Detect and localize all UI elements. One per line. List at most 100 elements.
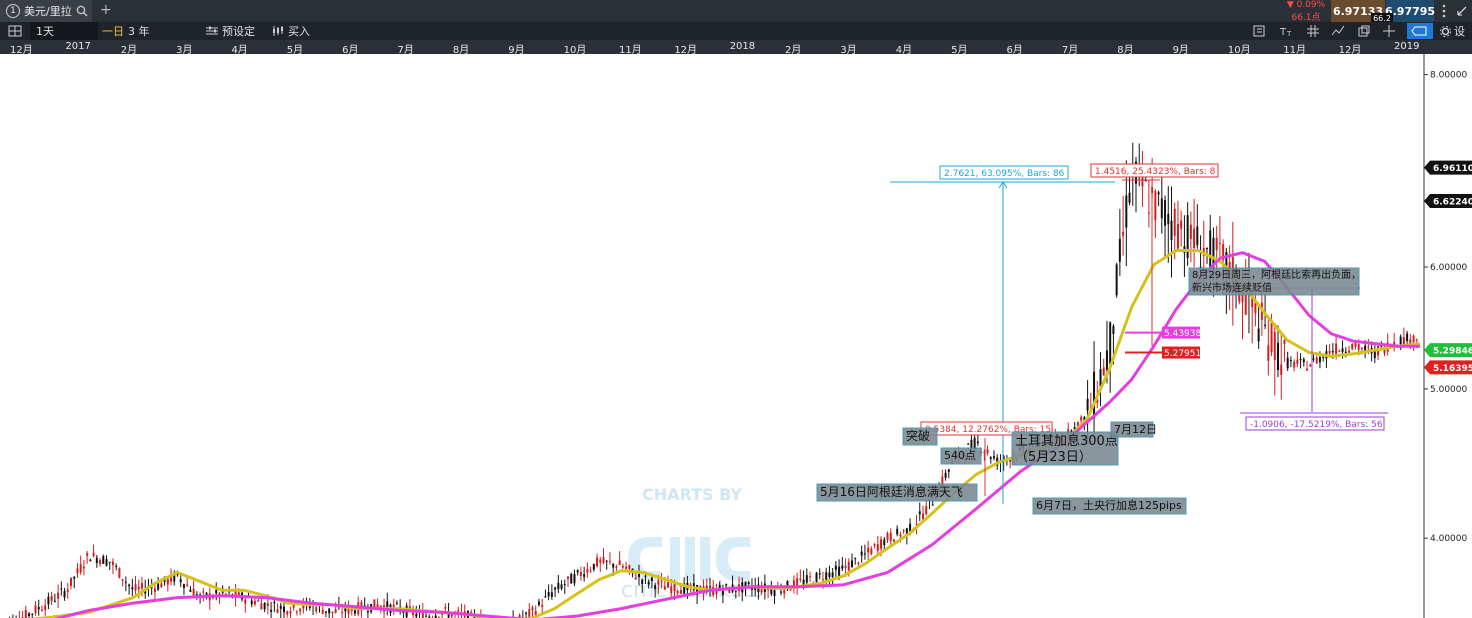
candle-body <box>237 592 240 598</box>
candle-body <box>899 534 902 537</box>
candle-body <box>324 611 327 613</box>
candle-body <box>1189 224 1192 240</box>
y-tick-label: 5.00000 <box>1430 385 1467 395</box>
candle-body <box>1328 350 1331 354</box>
candle-body <box>783 589 786 594</box>
candle-body <box>828 572 831 578</box>
x-tick-label: 12月 <box>10 45 33 56</box>
add-tab-button[interactable]: + <box>100 2 112 18</box>
candle-body <box>818 573 821 575</box>
candle-body <box>644 575 647 577</box>
candle-body <box>212 597 214 599</box>
candle-body <box>1286 357 1289 369</box>
candle-body <box>1141 175 1144 187</box>
price-label-box <box>1424 160 1472 175</box>
candle-body <box>1147 212 1150 214</box>
callout-aug29-box <box>1188 267 1360 296</box>
candle-body <box>447 611 450 618</box>
level-tag-box <box>1162 346 1200 359</box>
search-icon[interactable] <box>76 5 88 17</box>
candle-body <box>1267 345 1270 361</box>
price-chart[interactable]: CHARTS BY cmc markets 2.7621, 63.095%, B… <box>0 54 1472 618</box>
callout-breakout-box <box>902 427 938 446</box>
candle-body <box>1338 350 1341 352</box>
x-tick-label: 6月 <box>1006 45 1023 56</box>
more-icon[interactable] <box>1437 3 1451 19</box>
change-points: 66.1点 <box>1291 12 1321 23</box>
candle-body <box>673 581 676 592</box>
candle-body <box>1299 358 1302 360</box>
candle-body <box>821 579 824 581</box>
x-tick-label: 6月 <box>342 45 359 56</box>
crosshair-icon[interactable] <box>1383 25 1395 37</box>
callout-breakout-text: 突破 <box>906 428 930 443</box>
windows-icon[interactable] <box>1358 25 1370 37</box>
buy-button[interactable]: 买入 <box>272 22 310 40</box>
candle-body <box>215 589 218 594</box>
grid-icon[interactable] <box>1307 25 1319 37</box>
candle-body <box>1218 242 1221 244</box>
candle-body <box>570 573 573 584</box>
candle-body <box>115 565 118 567</box>
candle-body <box>373 599 376 608</box>
preset-button[interactable]: 预设定 <box>206 22 255 40</box>
draw-tool-button[interactable] <box>1407 23 1433 39</box>
candle-body <box>276 609 279 613</box>
panel-icon[interactable] <box>1253 25 1265 37</box>
candle-body <box>53 600 56 602</box>
range-select[interactable]: 3 年 <box>128 22 150 40</box>
candle-body <box>605 560 608 562</box>
candle-body <box>1164 200 1167 226</box>
candle-body <box>315 606 318 612</box>
candle-body <box>780 591 782 593</box>
interval-short[interactable]: 一日 <box>102 22 124 40</box>
collapse-icon[interactable] <box>1455 4 1469 18</box>
candle-body <box>73 576 76 579</box>
y-tick-label: 6.00000 <box>1430 263 1467 273</box>
callout-540-box <box>940 447 982 465</box>
layout-icon[interactable] <box>8 25 22 37</box>
candle-body <box>1415 339 1418 341</box>
candle-body <box>1399 336 1402 345</box>
sliders-icon <box>206 26 218 35</box>
candle-body <box>137 586 140 590</box>
candle-body <box>663 586 666 590</box>
candle-body <box>563 583 566 585</box>
candle-body <box>179 579 182 583</box>
window-title-bar: 1 美元/里拉 + ▼ 0.09% 66.1点 6.97133 6.97795 … <box>0 0 1472 23</box>
candle-body <box>925 506 928 515</box>
settings-button[interactable]: 设 <box>1440 22 1465 40</box>
candle-body <box>70 577 72 586</box>
time-axis: 12月 2017 2月 3月 4月 5月 6月 7月 8月 9月 10月 11月 12月 2018 2月 3月… <box>0 40 1472 56</box>
candle-body <box>224 593 227 595</box>
candle-body <box>583 574 586 577</box>
candle-body <box>650 577 653 581</box>
indicator-icon[interactable] <box>1332 25 1344 37</box>
candle-body <box>550 592 553 597</box>
candle-body <box>638 573 640 577</box>
candle-body <box>92 552 95 557</box>
candle-body <box>66 589 69 592</box>
candle-body <box>1393 341 1396 346</box>
x-tick-label: 9月 <box>508 45 525 56</box>
candle-body <box>579 572 582 576</box>
candle-body <box>60 588 63 590</box>
candle-body <box>28 613 31 616</box>
price-axis-bg <box>1424 54 1472 618</box>
candle-body <box>470 612 473 614</box>
spread-badge: 66.2 <box>1371 13 1393 23</box>
candle-body <box>266 603 269 607</box>
candle-body <box>421 612 424 618</box>
candle-body <box>621 565 624 568</box>
candle-body <box>889 532 892 542</box>
candle-body <box>1380 345 1383 347</box>
ask-price-button[interactable]: 6.97795 <box>1385 0 1435 22</box>
interval-select[interactable]: 1天 <box>30 22 98 40</box>
candle-body <box>415 613 418 617</box>
candle-body <box>1257 328 1260 342</box>
candle-body <box>1167 213 1170 225</box>
candle-body <box>993 456 995 459</box>
instrument-tab[interactable]: 1 美元/里拉 <box>0 0 92 22</box>
